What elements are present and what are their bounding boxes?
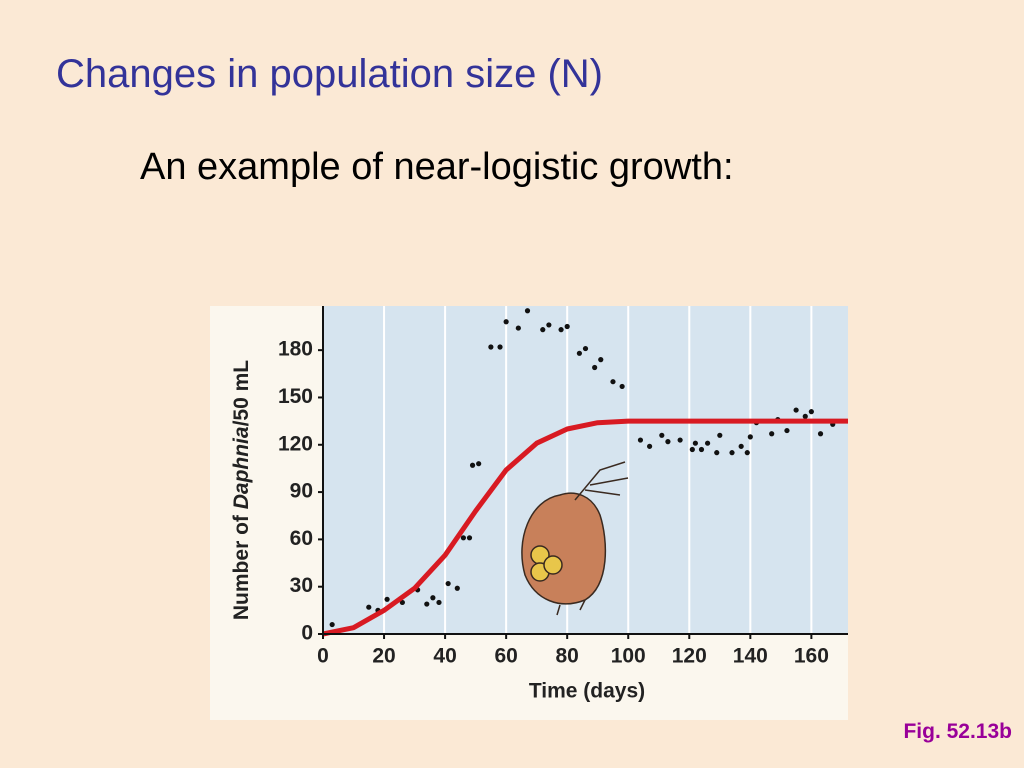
y-axis-title-part: /50 mL — [230, 360, 253, 427]
data-point — [576, 350, 582, 356]
data-point — [729, 450, 735, 456]
y-axis-title-part: Number of — [230, 509, 253, 620]
y-axis-title-part: Daphnia — [230, 426, 253, 509]
x-tick-label: 140 — [733, 645, 768, 668]
data-point — [546, 322, 552, 328]
data-point — [677, 437, 683, 443]
y-tick-label: 60 — [290, 527, 313, 550]
data-point — [610, 379, 616, 385]
x-tick-label: 100 — [611, 645, 646, 668]
y-tick-label: 150 — [278, 385, 313, 408]
data-point — [466, 535, 473, 541]
data-point — [329, 621, 335, 628]
data-point — [692, 440, 698, 446]
y-tick-label: 0 — [301, 622, 313, 645]
data-point — [714, 450, 720, 456]
x-tick-label: 160 — [794, 645, 829, 668]
slide-subtitle: An example of near-logistic growth: — [140, 146, 734, 188]
data-point — [592, 364, 598, 371]
figure-label: Fig. 52.13b — [903, 720, 1012, 743]
data-point — [582, 345, 589, 352]
data-point — [637, 437, 644, 443]
data-point — [540, 327, 546, 333]
data-point — [497, 344, 503, 350]
data-point — [476, 461, 482, 467]
x-tick-label: 20 — [372, 645, 395, 668]
data-point — [445, 580, 451, 587]
data-point — [817, 431, 824, 437]
data-point — [366, 604, 372, 610]
data-point — [384, 596, 390, 602]
data-point — [460, 535, 467, 541]
data-point — [769, 431, 775, 437]
data-point — [524, 308, 531, 314]
y-tick-label: 180 — [278, 338, 313, 361]
data-point — [436, 599, 442, 606]
data-point — [619, 383, 625, 390]
data-point — [744, 450, 750, 456]
data-point — [424, 601, 430, 607]
data-point — [793, 407, 799, 413]
plot — [322, 308, 848, 637]
x-tick-label: 80 — [556, 645, 579, 668]
x-tick-label: 40 — [433, 645, 456, 668]
data-point — [704, 440, 711, 446]
y-axis-title: Number of Daphnia/50 mL — [230, 360, 253, 620]
y-tick-label: 30 — [290, 574, 313, 597]
y-tick-label: 90 — [290, 480, 313, 503]
x-axis-title: Time (days) — [529, 680, 645, 703]
data-point — [808, 409, 814, 415]
data-point — [689, 446, 695, 453]
data-point — [784, 427, 790, 434]
data-point — [659, 432, 665, 438]
y-tick-label: 120 — [278, 432, 313, 455]
data-point — [598, 357, 604, 363]
data-point — [717, 432, 723, 438]
data-point — [698, 446, 705, 453]
data-point — [503, 319, 509, 325]
data-point — [469, 462, 476, 468]
data-point — [747, 434, 753, 440]
fit-line — [322, 418, 848, 637]
x-tick-label: 120 — [672, 645, 707, 668]
data-point — [515, 325, 521, 331]
data-point — [430, 595, 436, 601]
data-point — [564, 323, 570, 330]
daphnia-illustration — [521, 461, 629, 616]
data-point — [738, 443, 744, 449]
data-point — [646, 443, 653, 449]
x-tick-label: 60 — [494, 645, 517, 668]
data-point — [558, 327, 564, 333]
data-point — [488, 344, 494, 350]
data-point — [802, 413, 808, 419]
data-point — [665, 439, 671, 445]
data-point — [399, 599, 405, 606]
x-tick-label: 0 — [317, 645, 329, 668]
data-point — [454, 585, 460, 591]
slide-title: Changes in population size (N) — [56, 52, 603, 96]
